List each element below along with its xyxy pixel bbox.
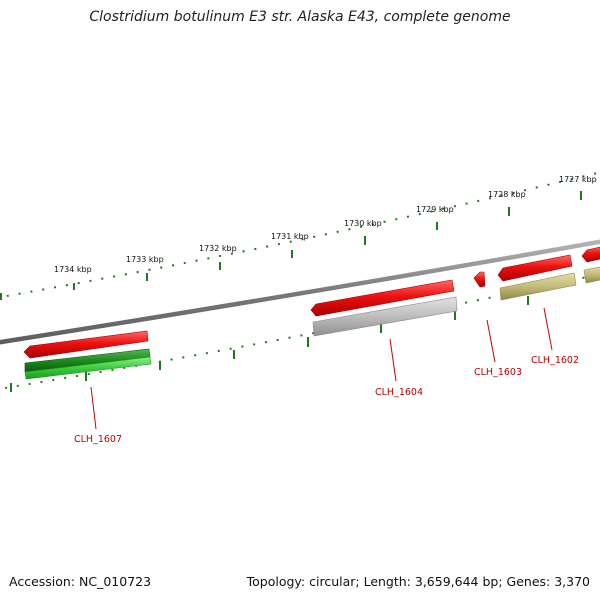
gene-label-clh1604[interactable]: CLH_1604 [375, 387, 423, 398]
feature-olive-edge[interactable] [583, 266, 600, 284]
feature-olive-clh1602[interactable] [499, 272, 577, 301]
cds-feature-red-clh1603[interactable] [473, 271, 486, 288]
feature-gray-clh1604[interactable] [312, 296, 458, 337]
outer-major-ticks [0, 191, 582, 300]
tick-label-1732: 1732 kbp [199, 244, 237, 253]
feature-green-clh1607[interactable] [24, 356, 152, 380]
tick-label-1734: 1734 kbp [54, 265, 92, 274]
cds-feature-red-right[interactable] [497, 254, 573, 282]
genome-backbone [0, 239, 600, 345]
inner-tick-ring [4, 273, 600, 389]
tick-label-1731: 1731 kbp [271, 232, 309, 241]
inner-major-ticks [10, 296, 529, 392]
cds-feature-red-middle[interactable] [310, 279, 455, 317]
accession-text: Accession: NC_010723 [9, 574, 152, 589]
tick-label-1729: 1729 kbp [416, 205, 454, 214]
cds-feature-red-edge[interactable] [581, 246, 600, 263]
tick-labels: 1734 kbp 1733 kbp 1732 kbp 1731 kbp 1730… [54, 175, 597, 274]
map-title: Clostridium botulinum E3 str. Alaska E43… [89, 9, 511, 25]
tick-label-1733: 1733 kbp [126, 255, 164, 264]
gene-label-clh1607[interactable]: CLH_1607 [74, 434, 122, 445]
tick-label-1728: 1728 kbp [488, 190, 526, 199]
gene-label-leaders [90, 307, 553, 430]
gene-labels: CLH_1607 CLH_1604 CLH_1603 CLH_1602 [74, 355, 579, 445]
cds-feature-red-left[interactable] [23, 330, 149, 359]
gene-label-clh1602[interactable]: CLH_1602 [531, 355, 579, 366]
tick-label-1727: 1727 kbp [559, 175, 597, 184]
tick-label-1730: 1730 kbp [344, 219, 382, 228]
gene-label-clh1603[interactable]: CLH_1603 [474, 367, 522, 378]
genome-summary-text: Topology: circular; Length: 3,659,644 bp… [246, 574, 590, 589]
